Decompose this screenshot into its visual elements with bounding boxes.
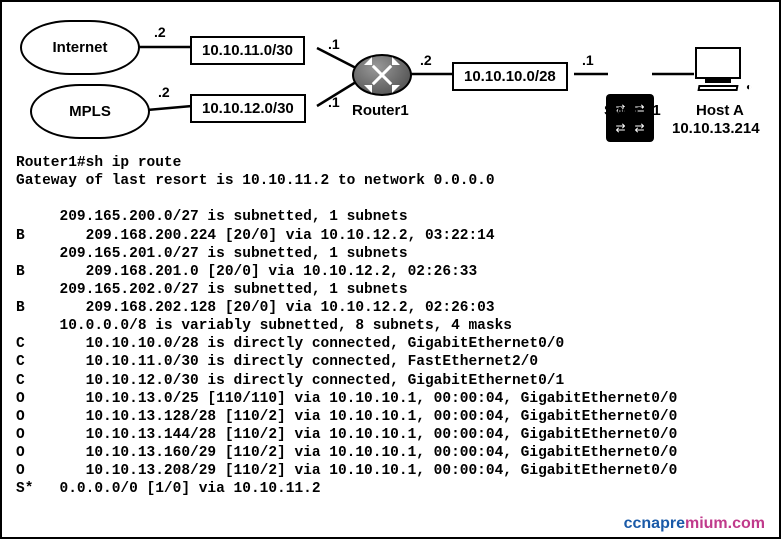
- ip-label-mpls_far: .2: [158, 84, 170, 100]
- ip-label-internet_far: .2: [154, 24, 166, 40]
- ip-label-r1_wan2: .1: [328, 94, 340, 110]
- host-label: Host A: [696, 102, 744, 119]
- router-icon: [352, 54, 412, 96]
- cloud-mpls: MPLS: [30, 84, 150, 139]
- host-icon: ◐: [692, 47, 744, 91]
- subnet-lan: 10.10.10.0/28: [452, 62, 568, 91]
- subnet-wan1: 10.10.11.0/30: [190, 36, 305, 65]
- ip-label-sw_lan: .1: [582, 52, 594, 68]
- ip-label-r1_lan: .2: [420, 52, 432, 68]
- cloud-mpls-label: MPLS: [69, 103, 111, 120]
- subnet-wan2: 10.10.12.0/30: [190, 94, 306, 123]
- switch-label: Switch1: [604, 102, 661, 119]
- cloud-internet-label: Internet: [52, 39, 107, 56]
- network-topology: Internet MPLS 10.10.11.0/30 10.10.12.0/3…: [2, 2, 779, 147]
- router-label: Router1: [352, 102, 409, 119]
- watermark: ccnapremium.com: [624, 515, 765, 533]
- cloud-internet: Internet: [20, 20, 140, 75]
- host-ip: 10.10.13.214: [672, 120, 760, 137]
- cli-output: Router1#sh ip route Gateway of last reso…: [16, 154, 765, 498]
- ip-label-r1_wan1: .1: [328, 36, 340, 52]
